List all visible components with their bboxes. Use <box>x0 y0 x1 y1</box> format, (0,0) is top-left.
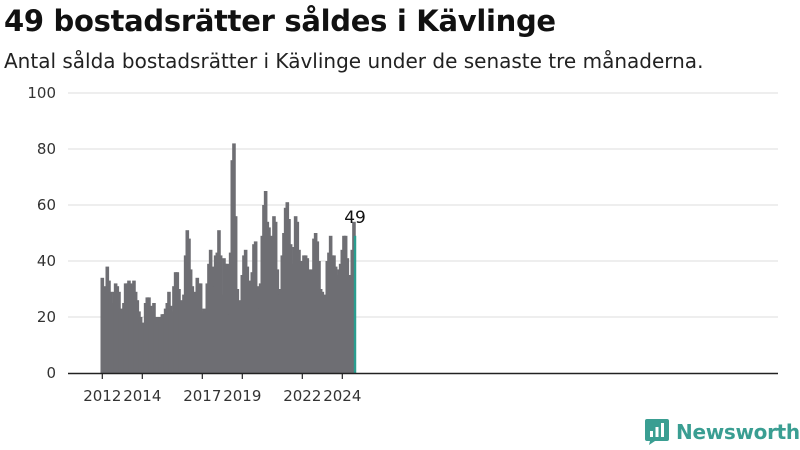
x-tick-label: 2019 <box>223 387 261 405</box>
y-tick-label: 60 <box>37 196 56 214</box>
y-axis-tick-labels: 0 20 40 60 80 100 <box>27 84 56 382</box>
bars <box>100 143 357 373</box>
newsworthy-logo-icon <box>645 419 669 445</box>
brand-name: Newsworthy <box>676 420 800 444</box>
y-tick-label: 0 <box>46 364 56 382</box>
last-value-label: 49 <box>344 208 366 228</box>
y-tick-label: 40 <box>37 252 56 270</box>
chart-subtitle: Antal sålda bostadsrätter i Kävlinge und… <box>4 49 704 73</box>
newsworthy-logo: Newsworthy <box>644 418 800 446</box>
chart-title: 49 bostadsrätter såldes i Kävlinge <box>4 4 556 38</box>
y-tick-label: 80 <box>37 140 56 158</box>
x-axis: 2012 2014 2017 2019 2022 2024 <box>68 372 778 405</box>
x-tick-label: 2024 <box>323 387 361 405</box>
y-tick-label: 20 <box>37 308 56 326</box>
x-tick-label: 2017 <box>183 387 221 405</box>
x-tick-label: 2014 <box>123 387 161 405</box>
bar-highlight <box>353 235 357 373</box>
x-tick-label: 2022 <box>283 387 321 405</box>
y-tick-label: 100 <box>27 84 56 102</box>
annotations: 49 <box>344 208 366 228</box>
x-tick-label: 2012 <box>83 387 121 405</box>
